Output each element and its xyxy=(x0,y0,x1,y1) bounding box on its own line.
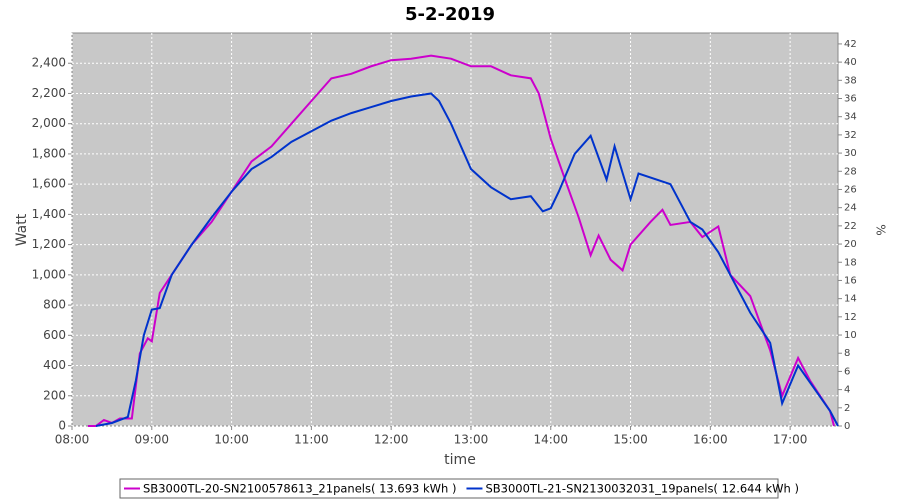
y2-tick-label: 20 xyxy=(844,239,857,250)
y2-tick-label: 10 xyxy=(844,330,857,341)
y-tick-label: 400 xyxy=(43,358,66,372)
y-tick-label: 0 xyxy=(58,419,66,433)
y-tick-label: 2,400 xyxy=(32,56,66,70)
y-tick-label: 2,200 xyxy=(32,86,66,100)
y2-tick-label: 22 xyxy=(844,221,857,232)
x-tick-label: 11:00 xyxy=(294,433,329,447)
x-tick-label: 12:00 xyxy=(374,433,409,447)
y2-tick-label: 28 xyxy=(844,166,857,177)
x-tick-label: 14:00 xyxy=(533,433,568,447)
y-tick-label: 1,600 xyxy=(32,177,66,191)
y-tick-label: 1,800 xyxy=(32,146,66,160)
y2-tick-label: 36 xyxy=(844,94,857,105)
y-axis-label: Watt xyxy=(14,213,30,246)
y2-tick-label: 32 xyxy=(844,130,857,141)
legend xyxy=(119,478,779,499)
y-tick-label: 1,400 xyxy=(32,207,66,221)
y2-tick-label: 2 xyxy=(844,403,850,414)
y2-tick-label: 38 xyxy=(844,75,857,86)
y2-tick-label: 0 xyxy=(844,421,850,432)
y2-tick-label: 40 xyxy=(844,57,857,68)
y2-tick-label: 34 xyxy=(844,112,857,123)
y2-tick-label: 30 xyxy=(844,148,857,159)
y2-tick-label: 8 xyxy=(844,348,850,359)
y2-tick-label: 12 xyxy=(844,312,857,323)
x-axis-label: time xyxy=(444,452,476,468)
x-tick-label: 15:00 xyxy=(613,433,648,447)
y-tick-label: 1,000 xyxy=(32,267,66,281)
y2-tick-label: 14 xyxy=(844,294,857,305)
y2-tick-label: 16 xyxy=(844,275,857,286)
x-tick-label: 10:00 xyxy=(214,433,249,447)
plot-area xyxy=(71,32,839,427)
x-tick-label: 09:00 xyxy=(134,433,169,447)
y2-tick-label: 42 xyxy=(844,39,857,50)
y-tick-label: 800 xyxy=(43,298,66,312)
chart-title: 5-2-2019 xyxy=(405,4,495,25)
x-tick-label: 13:00 xyxy=(454,433,489,447)
y2-tick-label: 24 xyxy=(844,203,857,214)
x-tick-label: 16:00 xyxy=(693,433,728,447)
y-tick-label: 600 xyxy=(43,328,66,342)
x-tick-label: 08:00 xyxy=(55,433,90,447)
series-line xyxy=(87,54,835,427)
y2-tick-label: 6 xyxy=(844,366,850,377)
y2-tick-label: 26 xyxy=(844,184,857,195)
y-tick-label: 2,000 xyxy=(32,116,66,130)
y-tick-label: 200 xyxy=(43,388,66,402)
series-line xyxy=(95,92,839,427)
legend-label: SB3000TL-20-SN2100578613_21panels( 13.69… xyxy=(143,482,456,496)
legend-label: SB3000TL-21-SN2130032031_19panels( 12.64… xyxy=(485,482,798,496)
y2-tick-label: 4 xyxy=(844,385,850,396)
y2-tick-label: 18 xyxy=(844,257,857,268)
x-tick-label: 17:00 xyxy=(773,433,808,447)
y-tick-label: 1,200 xyxy=(32,237,66,251)
y2-axis-label: % xyxy=(874,224,888,235)
